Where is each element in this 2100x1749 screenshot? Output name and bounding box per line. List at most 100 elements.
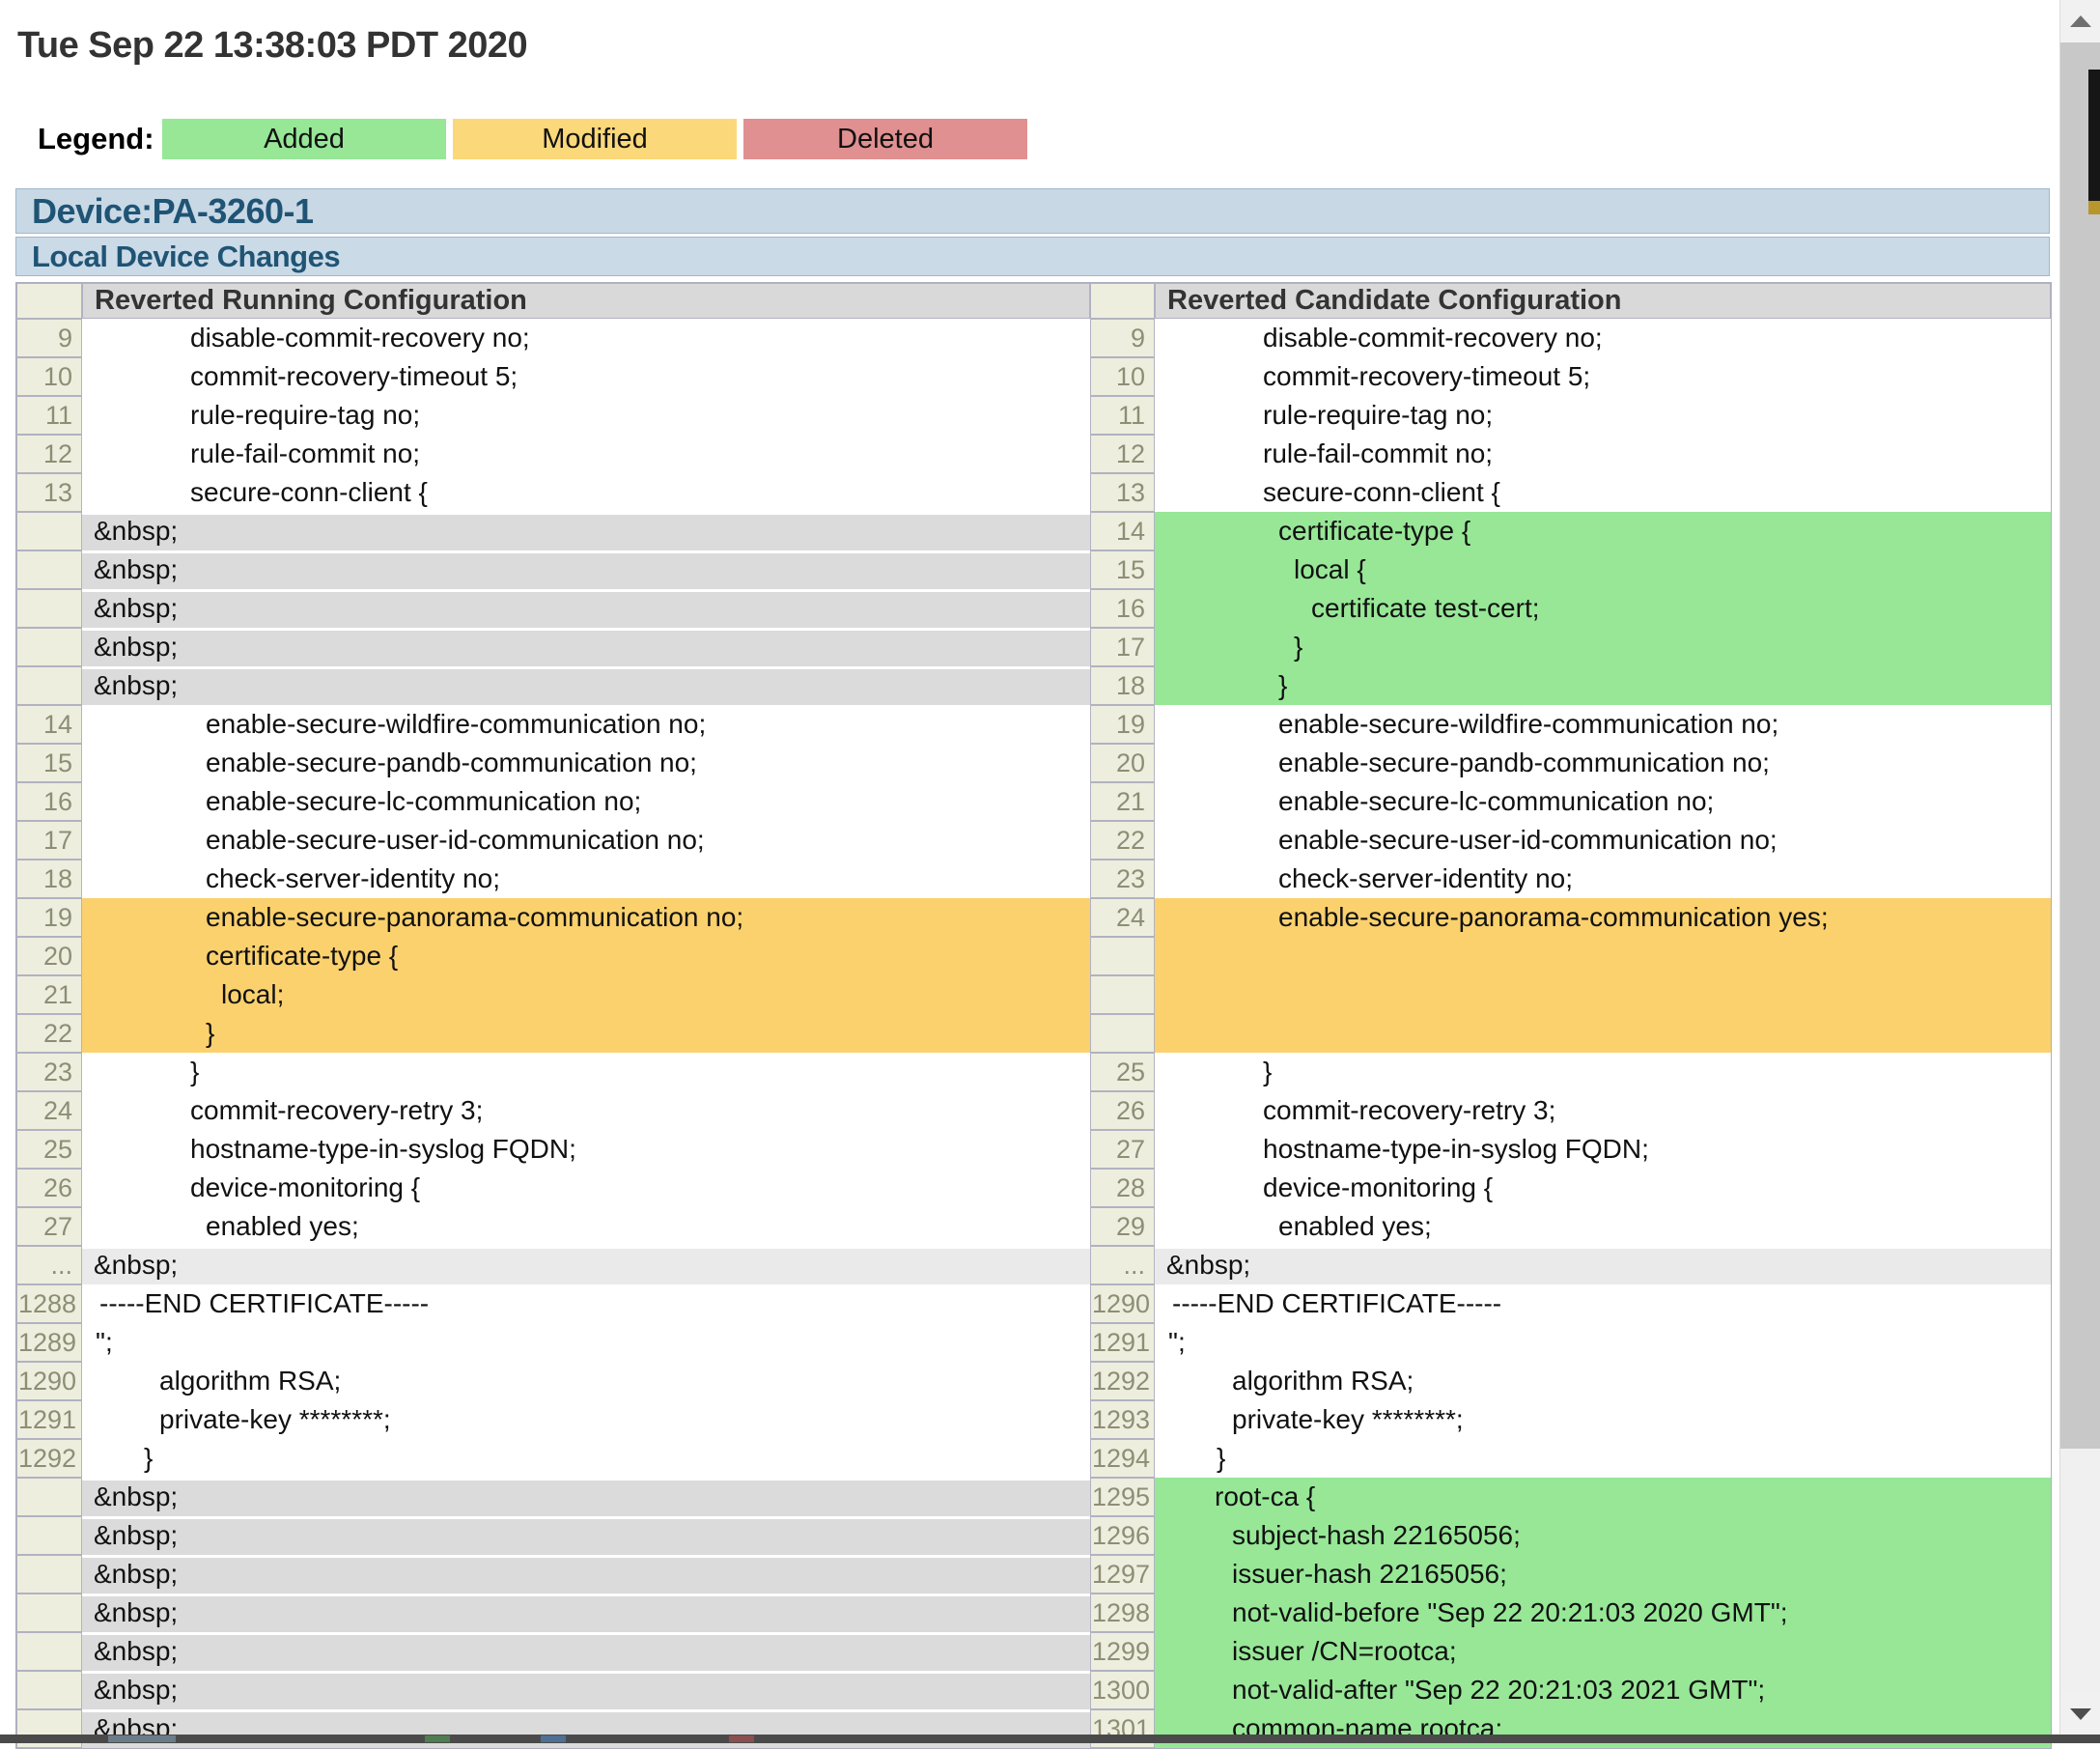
left-line-number-cell: 21 [16, 975, 82, 1014]
right-line-number-cell: 1295 [1090, 1478, 1155, 1516]
left-line-number-cell [16, 666, 82, 705]
left-line-number-cell [16, 1516, 82, 1555]
vertical-scrollbar[interactable] [2059, 0, 2100, 1735]
left-line-number-cell: ... [16, 1246, 82, 1284]
left-line-number-cell: 27 [16, 1207, 82, 1246]
diff-row: 1288 -----END CERTIFICATE----- 1290 -----EN… [16, 1284, 2051, 1323]
right-line-number-cell: 18 [1090, 666, 1155, 705]
right-line-number-cell: 1298 [1090, 1594, 1155, 1632]
right-line-number-cell: 1297 [1090, 1555, 1155, 1594]
left-line-number-cell: 1289 [16, 1323, 82, 1362]
right-line-number-cell: 26 [1090, 1091, 1155, 1130]
right-config-line-cell: } [1155, 1439, 2051, 1478]
left-line-number-cell: 15 [16, 744, 82, 782]
device-header-bar: Device:PA-3260-1 [15, 188, 2050, 234]
diff-row: 1289 "; 1291 "; [16, 1323, 2051, 1362]
diff-row: 21 local; [16, 975, 2051, 1014]
diff-row: &nbsp; 1299 issuer /CN=rootca; [16, 1632, 2051, 1671]
right-config-line-cell: not-valid-before "Sep 22 20:21:03 2020 G… [1155, 1594, 2051, 1632]
left-line-number-cell: 14 [16, 705, 82, 744]
left-line-number-cell [16, 512, 82, 550]
right-line-number-cell [1090, 975, 1155, 1014]
legend-deleted-swatch: Deleted [743, 119, 1027, 159]
right-config-line-cell: enable-secure-user-id-communication no; [1155, 821, 2051, 860]
left-line-number-cell: 9 [16, 319, 82, 357]
report-content: Tue Sep 22 13:38:03 PDT 2020 Legend: Add… [15, 0, 2052, 1749]
left-config-line-cell: certificate-type { [82, 937, 1090, 975]
right-line-number-cell: 1291 [1090, 1323, 1155, 1362]
right-config-line-cell: commit-recovery-timeout 5; [1155, 357, 2051, 396]
left-config-line-cell: } [82, 1014, 1090, 1053]
scroll-up-button[interactable] [2060, 0, 2100, 42]
device-title: Device:PA-3260-1 [32, 190, 314, 231]
right-config-line-cell: local { [1155, 550, 2051, 589]
diff-row: 15 enable-secure-pandb-communication no; 2… [16, 744, 2051, 782]
left-config-line-cell: &nbsp; [82, 1555, 1090, 1594]
left-line-number-cell: 11 [16, 396, 82, 435]
left-line-number-cell [16, 1478, 82, 1516]
right-line-number-cell: 15 [1090, 550, 1155, 589]
right-config-line-cell: } [1155, 628, 2051, 666]
right-config-line-cell: "; [1155, 1323, 2051, 1362]
left-line-number-cell: 10 [16, 357, 82, 396]
left-config-line-cell: -----END CERTIFICATE----- [82, 1284, 1090, 1323]
right-config-line-cell: enable-secure-lc-communication no; [1155, 782, 2051, 821]
right-config-line-cell: rule-fail-commit no; [1155, 435, 2051, 473]
left-line-number-cell: 25 [16, 1130, 82, 1169]
diff-row: 16 enable-secure-lc-communication no; 21 en… [16, 782, 2051, 821]
right-config-line-cell: private-key ********; [1155, 1400, 2051, 1439]
left-line-number-cell: 20 [16, 937, 82, 975]
diff-row: &nbsp; 18} [16, 666, 2051, 705]
right-config-line-cell: commit-recovery-retry 3; [1155, 1091, 2051, 1130]
left-config-line-cell: &nbsp; [82, 666, 1090, 705]
right-line-number-cell: 1290 [1090, 1284, 1155, 1323]
diff-row: 26 device-monitoring {28 device-monitoring… [16, 1169, 2051, 1207]
left-line-number-cell: 22 [16, 1014, 82, 1053]
right-config-line-cell: } [1155, 1053, 2051, 1091]
left-config-line-cell: rule-require-tag no; [82, 396, 1090, 435]
right-line-number-cell: 17 [1090, 628, 1155, 666]
left-config-line-cell: } [82, 1439, 1090, 1478]
right-line-number-cell [1090, 1014, 1155, 1053]
left-config-line-cell: &nbsp; [82, 550, 1090, 589]
left-config-line-cell: enable-secure-lc-communication no; [82, 782, 1090, 821]
right-line-number-cell: 29 [1090, 1207, 1155, 1246]
left-line-number-cell: 1288 [16, 1284, 82, 1323]
diff-row: &nbsp; 1295 root-ca { [16, 1478, 2051, 1516]
left-line-number-cell: 1292 [16, 1439, 82, 1478]
left-config-line-cell: rule-fail-commit no; [82, 435, 1090, 473]
right-line-number-cell: 14 [1090, 512, 1155, 550]
left-line-number-cell: 23 [16, 1053, 82, 1091]
diff-row: &nbsp; 1297 issuer-hash 22165056; [16, 1555, 2051, 1594]
diff-row: 14 enable-secure-wildfire-communication n… [16, 705, 2051, 744]
legend-modified-swatch: Modified [453, 119, 737, 159]
window-edge-artifact [2088, 70, 2100, 214]
scrollbar-thumb[interactable] [2060, 42, 2100, 1449]
left-line-number-cell: 16 [16, 782, 82, 821]
right-config-line-cell: certificate test-cert; [1155, 589, 2051, 628]
left-config-line-cell: commit-recovery-retry 3; [82, 1091, 1090, 1130]
section-title: Local Device Changes [32, 239, 341, 273]
right-config-line-cell: check-server-identity no; [1155, 860, 2051, 898]
left-config-line-cell: private-key ********; [82, 1400, 1090, 1439]
diff-row: &nbsp; 1300 not-valid-after "Sep 22 20:21:… [16, 1671, 2051, 1709]
diff-row: &nbsp; 15 local { [16, 550, 2051, 589]
left-config-line-cell: &nbsp; [82, 589, 1090, 628]
right-config-line-cell: enable-secure-pandb-communication no; [1155, 744, 2051, 782]
left-config-line-cell: &nbsp; [82, 628, 1090, 666]
diff-row: 11 rule-require-tag no; 11 rule-require-tag… [16, 396, 2051, 435]
diff-table-body: 9 disable-commit-recovery no; 9 disable-com… [16, 319, 2051, 1748]
right-line-number-cell: 16 [1090, 589, 1155, 628]
right-config-line-cell: subject-hash 22165056; [1155, 1516, 2051, 1555]
diff-row: 1292} 1294} [16, 1439, 2051, 1478]
diff-row: 12 rule-fail-commit no; 12 rule-fail-commit… [16, 435, 2051, 473]
left-line-number-cell: 24 [16, 1091, 82, 1130]
left-line-number-cell: 26 [16, 1169, 82, 1207]
right-line-number-cell: 9 [1090, 319, 1155, 357]
scroll-down-button[interactable] [2060, 1693, 2100, 1735]
left-line-number-header [16, 283, 82, 319]
left-config-line-cell: hostname-type-in-syslog FQDN; [82, 1130, 1090, 1169]
right-line-number-cell: 1294 [1090, 1439, 1155, 1478]
left-config-line-cell: disable-commit-recovery no; [82, 319, 1090, 357]
left-line-number-cell: 19 [16, 898, 82, 937]
